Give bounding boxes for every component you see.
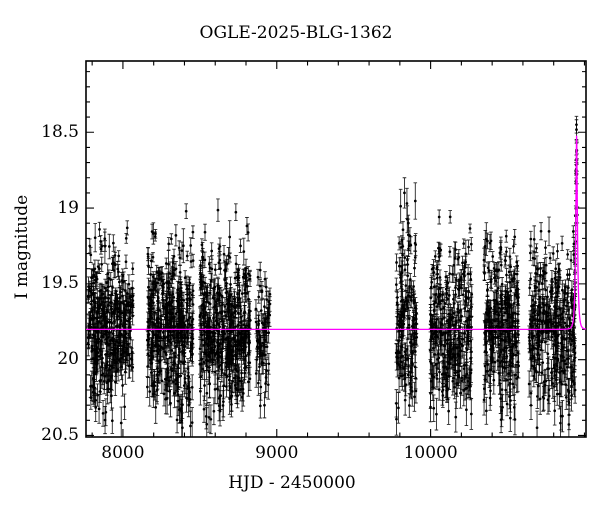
y-axis-tick-label: 18.5 xyxy=(41,121,79,142)
chart-title: OGLE-2025-BLG-1362 xyxy=(199,23,393,43)
y-axis-tick-label: 20.5 xyxy=(41,424,79,445)
x-axis-tick-label: 9000 xyxy=(255,443,299,463)
x-axis-tick-label: 8000 xyxy=(101,443,145,463)
y-axis-tick-label: 19 xyxy=(57,197,79,218)
x-axis-tick-label: 10000 xyxy=(403,443,458,463)
y-axis-tick-label: 20 xyxy=(57,349,79,370)
y-axis-tick-label: 19.5 xyxy=(41,273,79,294)
x-axis-label: HJD - 2450000 xyxy=(228,473,356,493)
